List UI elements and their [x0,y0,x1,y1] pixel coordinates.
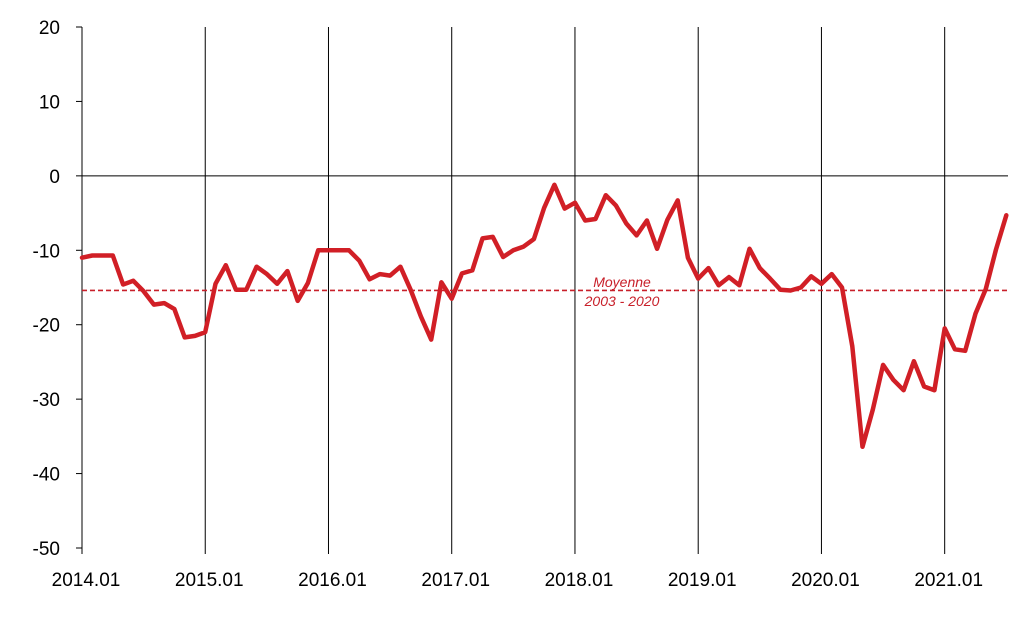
x-tick-label: 2015.01 [175,570,244,591]
x-tick-label: 2014.01 [52,570,121,591]
series-line [79,182,1009,450]
x-tick-label: 2016.01 [298,570,367,591]
y-tick-label: -40 [33,465,60,486]
y-axis-ticks: 20 10 0 -10 -20 -30 -40 -50 [33,18,82,560]
average-label-line1: Moyenne [593,274,651,290]
average-label-line2: 2003 - 2020 [584,293,660,309]
x-axis-ticks: 2014.01 2015.01 2016.01 2017.01 2018.01 2019.… [52,548,983,591]
y-tick-label: 0 [49,167,60,188]
y-tick-label: -50 [33,539,60,560]
y-tick-label: 10 [39,92,60,113]
y-tick-label: -30 [33,390,60,411]
y-tick-label: -20 [33,316,60,337]
axes [81,27,1008,548]
x-tick-label: 2020.01 [791,570,860,591]
x-tick-label: 2021.01 [914,570,983,591]
vertical-gridlines [204,27,946,548]
x-tick-label: 2018.01 [545,570,614,591]
y-tick-label: -10 [33,241,60,262]
y-tick-label: 20 [39,18,60,39]
x-tick-label: 2017.01 [421,570,490,591]
x-tick-label: 2019.01 [668,570,737,591]
